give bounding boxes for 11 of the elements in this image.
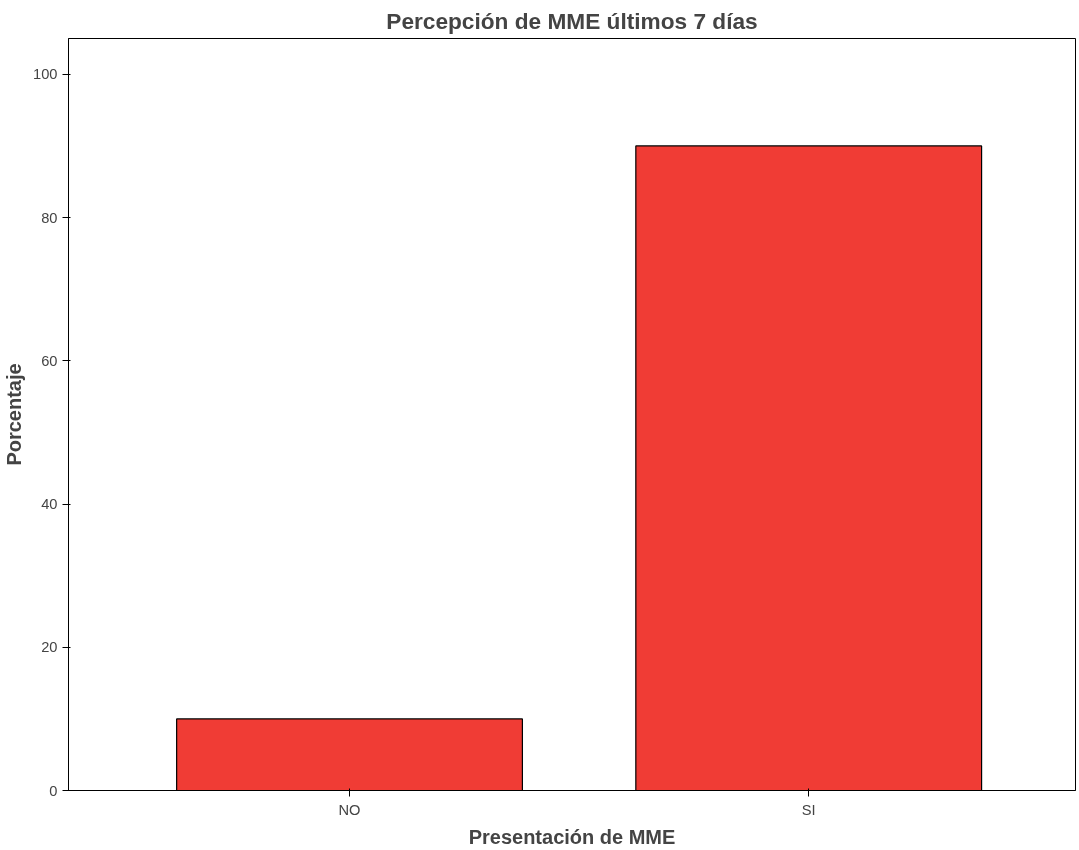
y-tick-label: 100 bbox=[33, 66, 58, 83]
x-tick-label: SI bbox=[801, 801, 816, 818]
y-axis-title: Porcentaje bbox=[3, 363, 26, 466]
y-tick-label: 0 bbox=[49, 782, 58, 799]
y-tick-label: 20 bbox=[41, 639, 58, 656]
y-tick-label: 80 bbox=[41, 209, 58, 226]
y-tick-label: 60 bbox=[41, 352, 58, 369]
y-tick-label: 40 bbox=[41, 496, 58, 513]
x-tick-label: NO bbox=[338, 801, 361, 818]
x-axis-title: Presentación de MME bbox=[468, 825, 676, 848]
chart-title: Percepción de MME últimos 7 días bbox=[386, 7, 758, 34]
